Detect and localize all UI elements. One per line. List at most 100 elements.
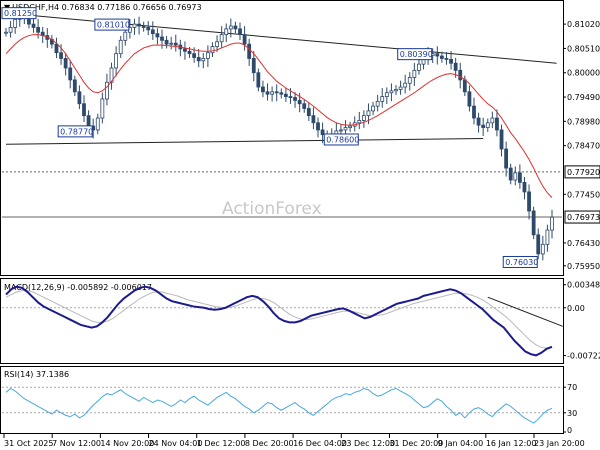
x-axis-tick-label: 7 Nov 12:00 [52,439,101,448]
candle-body [453,62,458,71]
candle-body [72,79,77,93]
candle-body [522,181,527,193]
x-axis-tick-label: 23 Jan 20:00 [534,439,585,448]
candle-body [545,229,550,245]
candle-body [100,98,105,119]
candle-body [215,41,219,47]
candle-body [36,27,41,33]
candle-body [173,42,178,46]
price-annotation-box [323,133,359,146]
candle-body [251,58,256,74]
candle-body [82,103,86,117]
candle-body [114,53,119,69]
candle-body [306,108,311,117]
candle-body [357,120,362,124]
candle-body [504,148,509,169]
candle-body [137,23,141,27]
rsi-y-tick-label: 0 [567,426,572,435]
price-annotation-box [502,255,538,268]
candle-body [155,33,160,38]
candle-body [118,39,123,55]
price-y-tick-label: 0.80000 [567,69,600,78]
candle-body [293,97,297,101]
candle-body [412,69,417,78]
price-y-tick-label: 0.75950 [567,262,600,271]
x-axis-tick-label: 1 Dec 12:00 [197,439,246,448]
candle-body [297,99,302,105]
price-y-tick-label: 0.80510 [567,44,600,53]
price-annotation-box [94,18,130,31]
rsi-y-tick-label: 30 [567,409,577,418]
candle-body [490,117,495,124]
ohlc-values: 0.76834 0.77186 0.76656 0.76973 [61,3,202,12]
candle-body [348,125,353,128]
x-axis-tick-label: 31 Oct 2025 [4,439,53,448]
candle-body [54,43,59,54]
candle-body [485,122,490,128]
candle-body [311,115,316,124]
candle-body [201,58,206,62]
price-annotation-label: 0.78600 [326,135,359,144]
rsi-line [5,387,553,424]
candle-body [540,243,545,255]
trendline-upper [5,12,557,64]
price-annotation-box [1,7,37,20]
x-axis-tick-label: 24 Nov 04:00 [149,439,203,448]
candle-body [160,36,164,41]
candle-body [472,105,476,119]
candle-body [375,100,380,107]
x-axis-tick-label: 16 Dec 04:00 [293,439,347,448]
candle-body [247,43,252,59]
candle-body [508,167,513,181]
candle-body [146,27,151,31]
macd-y-tick-label: 0.00 [567,304,585,313]
price-y-tick-label: 0.78980 [567,117,600,126]
candle-body [169,42,174,45]
candle-body [86,115,91,127]
candle-body [417,63,421,71]
candle-body [476,117,481,126]
moving-average-line [5,34,553,198]
rsi-panel-title: RSI(14) 37.1386 [4,370,70,379]
candle-body [196,57,201,62]
macd-trendline [487,296,563,327]
price-annotation-label: 0.80390 [400,50,433,59]
candle-body [261,86,265,93]
x-axis-tick-label: 9 Jan 04:00 [438,439,484,448]
x-axis-tick-label: 14 Nov 20:00 [100,439,154,448]
price-panel-frame [0,0,564,276]
price-annotation-label: 0.78770 [60,127,93,136]
candle-body [366,110,371,117]
candle-body [183,48,187,52]
candle-body [467,91,472,107]
candle-body [316,122,320,131]
candle-body [462,79,467,93]
candle-body [343,127,348,131]
candle-body [256,72,261,88]
candle-body [68,67,73,81]
candle-body [444,58,449,60]
candle-body [371,105,375,112]
macd-panel-title: MACD(12,26,9) -0.005892 -0.006017 [4,283,152,292]
candle-body [265,91,270,95]
candle-body [513,172,518,181]
candle-body [302,103,307,109]
candle-body [550,216,554,231]
candle-body [394,89,398,92]
candle-body [4,31,8,34]
candle-body [270,91,275,95]
candle-body [233,25,238,30]
candle-body [187,50,192,55]
candle-body [205,52,210,59]
candle-body [288,96,293,98]
candle-body [407,77,412,84]
candle-body [527,191,531,212]
x-axis-tick-label: 8 Dec 20:00 [245,439,294,448]
candle-body [361,115,366,121]
x-axis-tick-label: 16 Jan 12:00 [486,439,537,448]
trendline-lower [5,138,484,145]
candle-body [499,129,504,150]
candle-body [398,86,403,90]
candle-body [105,81,109,100]
